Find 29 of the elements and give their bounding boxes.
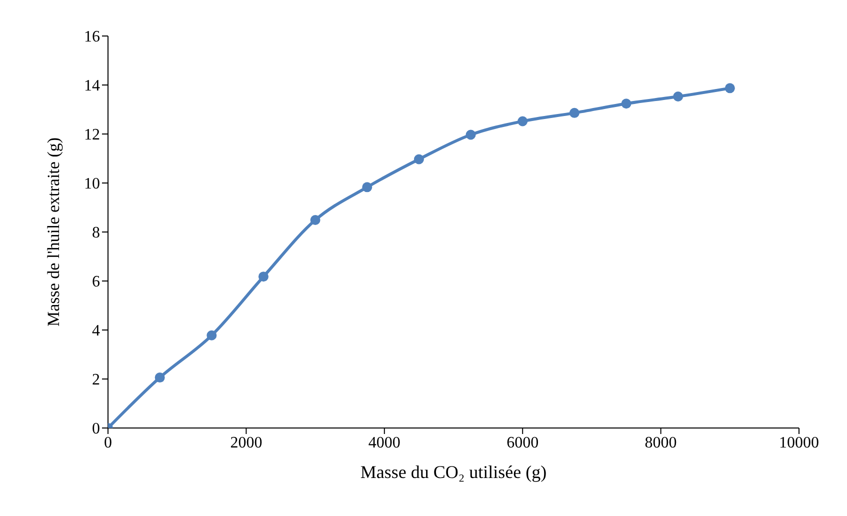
x-axis-title: Masse du CO₂ utilisée (g) bbox=[360, 462, 547, 482]
x-tick-label: 0 bbox=[104, 434, 112, 452]
point bbox=[673, 92, 684, 102]
x-tick-label: 6000 bbox=[506, 434, 539, 452]
x-tick-label: 4000 bbox=[368, 434, 400, 452]
point bbox=[724, 83, 735, 94]
x-tick-label: 8000 bbox=[644, 434, 677, 452]
point bbox=[258, 272, 268, 282]
y-tick-label: 2 bbox=[92, 372, 100, 389]
y-tick-label: 6 bbox=[92, 274, 100, 291]
point bbox=[206, 330, 217, 340]
y-axis-title: Masse de l'huile extraite (g) bbox=[44, 137, 64, 327]
x-tick-label: 10000 bbox=[779, 434, 819, 452]
y-tick-label: 4 bbox=[92, 322, 100, 340]
y-tick-label: 8 bbox=[92, 224, 100, 242]
point bbox=[621, 98, 632, 109]
x-tick-label: 2000 bbox=[230, 434, 262, 452]
y-tick-label: 0 bbox=[92, 420, 100, 438]
y-tick-label: 16 bbox=[84, 28, 100, 46]
y-tick-label: 14 bbox=[84, 78, 100, 95]
point bbox=[569, 108, 580, 118]
y-tick-label: 12 bbox=[84, 126, 100, 144]
y-tick-label: 10 bbox=[84, 176, 100, 193]
point bbox=[414, 154, 424, 164]
point bbox=[154, 372, 165, 383]
point bbox=[518, 116, 528, 126]
point bbox=[466, 130, 476, 140]
point bbox=[310, 214, 320, 225]
point bbox=[362, 182, 372, 192]
